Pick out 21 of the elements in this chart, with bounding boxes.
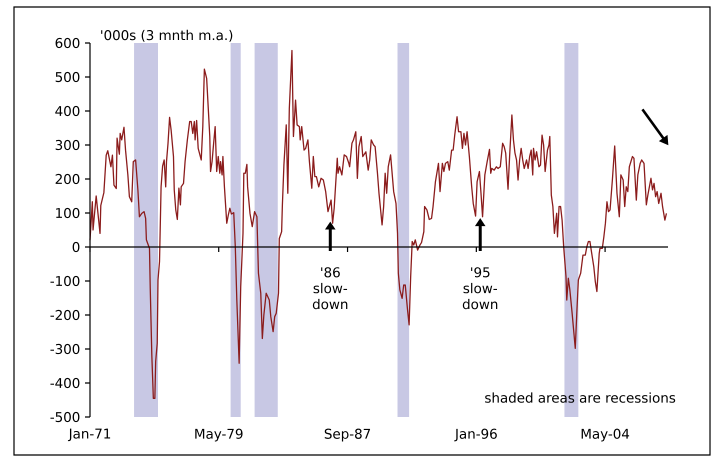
annotation: '86 slow-down xyxy=(312,267,348,310)
x-tick-label: Sep-87 xyxy=(324,428,370,442)
y-tick-label: 600 xyxy=(56,38,80,48)
y-axis-title: '000s (3 mnth m.a.) xyxy=(101,30,232,42)
annotation: '95 slow-down xyxy=(462,267,498,310)
y-tick-label: 100 xyxy=(56,208,80,218)
y-tick-label: -500 xyxy=(50,412,80,422)
y-tick-label: 0 xyxy=(72,242,80,252)
x-tick-label: May-04 xyxy=(582,428,630,442)
x-tick-label: Jan-96 xyxy=(454,428,497,442)
y-tick-label: 300 xyxy=(56,140,80,150)
y-tick-label: -400 xyxy=(50,378,80,388)
y-tick-label: -200 xyxy=(50,310,80,320)
y-tick-label: 200 xyxy=(56,174,80,184)
y-tick-label: -100 xyxy=(50,276,80,286)
x-tick-label: Jan-71 xyxy=(68,428,110,442)
x-tick-label: May-79 xyxy=(195,428,243,442)
y-tick-label: 400 xyxy=(55,106,80,116)
y-tick-label: 500 xyxy=(56,72,80,82)
y-tick-label: -300 xyxy=(50,344,80,354)
annotation: shaded areas are recessions xyxy=(485,392,676,403)
